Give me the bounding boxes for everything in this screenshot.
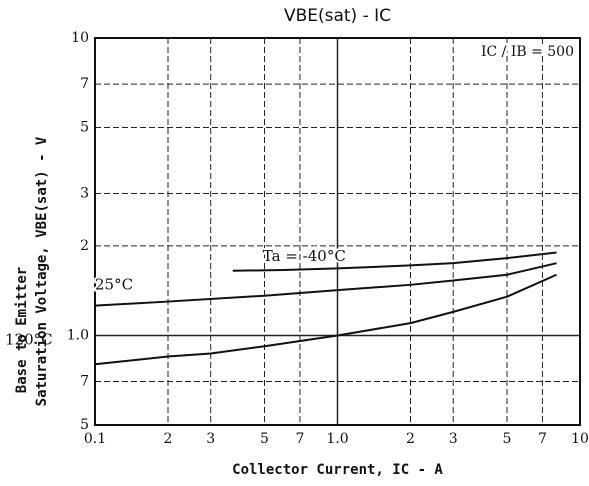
y-tick-label: 2: [80, 238, 89, 254]
x-tick-label: 7: [295, 431, 304, 447]
x-tick-label: 3: [206, 431, 215, 447]
y-tick-label: 3: [80, 186, 89, 202]
y-tick-label: 5: [80, 120, 89, 136]
y-tick-label: 7: [80, 374, 89, 390]
y-tick-label: 1.0: [67, 327, 89, 343]
series-line: [232, 251, 557, 272]
y-tick-label: 7: [80, 76, 89, 92]
series-label: 25°C: [95, 276, 133, 294]
x-tick-label: 3: [449, 431, 458, 447]
x-tick-label: 0.1: [84, 431, 106, 447]
x-tick-label: 7: [538, 431, 547, 447]
x-axis-label: Collector Current, IC - A: [232, 462, 443, 478]
y-tick-label: 10: [71, 30, 89, 46]
series-label: Ta = -40°C: [263, 247, 346, 265]
x-tick-label: 10: [571, 431, 589, 447]
x-tick-label: 2: [164, 431, 173, 447]
x-tick-label: 5: [503, 431, 512, 447]
plot-frame: [94, 37, 581, 426]
x-tick-label: 1.0: [326, 431, 348, 447]
series-line: [94, 262, 557, 307]
y-axis-label: Base to Emitter: [14, 267, 30, 393]
x-tick-label: 2: [406, 431, 415, 447]
annotation: IC / IB = 500: [481, 44, 574, 60]
series-line: [94, 273, 557, 366]
chart-title: VBE(sat) - IC: [284, 6, 391, 26]
x-tick-label: 5: [260, 431, 269, 447]
y-tick-label: 5: [80, 417, 89, 433]
y-axis-label: Saturation Voltage, VBE(sat) - V: [34, 136, 50, 406]
series-label: 120°C: [5, 330, 53, 348]
